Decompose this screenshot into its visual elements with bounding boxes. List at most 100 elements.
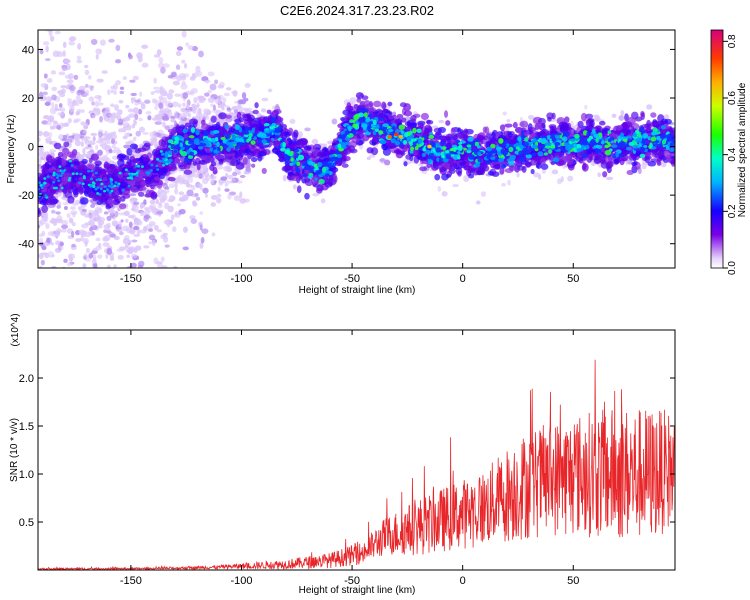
spectrogram-noise-blob <box>133 233 141 238</box>
spectrogram-noise-blob <box>160 67 166 74</box>
spectrogram-noise-blob <box>186 104 190 110</box>
spectrogram-noise-blob <box>87 273 92 279</box>
spectrogram-noise-blob <box>51 254 55 258</box>
spectrogram-noise-blob <box>128 54 133 60</box>
spectrogram-noise-blob <box>79 155 83 162</box>
spectrogram-noise-blob <box>63 258 68 264</box>
spectrogram-noise-blob <box>117 122 124 126</box>
spectrogram-noise-blob <box>84 89 90 97</box>
spectrogram-noise-blob <box>58 218 64 224</box>
spectrogram-noise-blob <box>38 305 42 309</box>
spectrogram-noise-blob <box>111 144 117 149</box>
spectrogram-noise-blob <box>58 71 66 76</box>
spectrogram-band-blob <box>316 187 323 194</box>
spectrogram-noise-blob <box>104 108 111 115</box>
spectrogram-noise-blob <box>142 226 148 232</box>
spectrogram-noise-blob <box>170 118 175 123</box>
spectrogram-noise-blob <box>126 114 132 120</box>
spectrogram-noise-blob <box>219 81 225 88</box>
spectrogram-noise-blob <box>122 135 128 140</box>
spectrogram-noise-blob <box>187 45 194 51</box>
spectrogram-noise-blob <box>56 124 62 130</box>
spectrogram-band-blob <box>434 173 441 181</box>
spectrogram-noise-blob <box>139 126 146 133</box>
spectrogram-noise-blob <box>95 144 99 150</box>
spectrogram-noise-blob <box>226 107 232 112</box>
spectrogram-noise-blob <box>182 102 186 107</box>
spectrogram-noise-blob <box>47 132 53 139</box>
spectrogram-noise-blob <box>212 104 216 111</box>
spectrogram-noise-blob <box>405 116 411 121</box>
spectrogram-noise-blob <box>118 220 123 228</box>
spectrogram-noise-blob <box>131 123 136 129</box>
spectrogram-noise-blob <box>67 312 74 318</box>
spectrogram-noise-blob <box>180 112 186 119</box>
spectrogram-noise-blob <box>60 85 67 89</box>
spectrogram-noise-blob <box>128 193 137 197</box>
spectrogram-noise-blob <box>181 298 187 304</box>
spectrogram-noise-blob <box>106 264 112 268</box>
spectrogram-noise-blob <box>44 58 51 62</box>
spectrogram-band-blob <box>250 157 258 163</box>
spectrogram-noise-blob <box>84 253 88 257</box>
spectrogram-noise-blob <box>61 227 67 233</box>
spectrogram-noise-blob <box>121 126 127 133</box>
spectrogram-noise-blob <box>560 176 564 183</box>
spectrogram-noise-blob <box>64 122 70 126</box>
spectrogram-noise-blob <box>69 36 77 42</box>
spectrogram-noise-blob <box>61 138 68 142</box>
spectrogram-noise-blob <box>39 218 47 225</box>
spectrogram-noise-blob <box>82 282 88 286</box>
spectrogram-noise-blob <box>156 49 162 56</box>
spectrogram-noise-blob <box>168 182 176 189</box>
spectrogram-noise-blob <box>88 141 96 146</box>
spectrogram-noise-blob <box>118 246 126 251</box>
spectrogram-noise-blob <box>38 91 44 99</box>
spectrogram-noise-blob <box>180 83 188 90</box>
spectrogram-noise-blob <box>68 282 73 288</box>
spectrogram-noise-blob <box>84 136 88 144</box>
spectrogram-noise-blob <box>73 99 77 105</box>
spectrogram-noise-blob <box>174 187 179 195</box>
spectrogram-noise-blob <box>557 178 562 185</box>
spectrogram-noise-blob <box>304 127 311 132</box>
spectrogram-noise-blob <box>236 104 242 110</box>
spectrogram-noise-blob <box>76 310 82 314</box>
spectrogram-noise-blob <box>119 287 123 293</box>
spectrogram-noise-blob <box>106 248 113 255</box>
spectrogram-noise-blob <box>74 282 81 288</box>
spectrogram-noise-blob <box>130 262 137 268</box>
spectrogram-noise-blob <box>84 64 89 69</box>
spectrogram-noise-blob <box>227 174 234 180</box>
spectrogram-noise-blob <box>182 226 188 233</box>
spectrogram-noise-blob <box>132 287 138 290</box>
spectrogram-noise-blob <box>164 100 172 108</box>
spectrogram-noise-blob <box>109 274 116 278</box>
spectrogram-band-blob <box>137 191 145 197</box>
spectrogram-noise-blob <box>142 131 149 135</box>
spectrogram-noise-blob <box>244 108 250 114</box>
spectrogram-noise-blob <box>85 247 91 254</box>
spectrogram-noise-blob <box>129 79 136 83</box>
spectrogram-noise-blob <box>96 102 104 106</box>
spectrogram-noise-blob <box>147 115 152 121</box>
spectrogram-noise-blob <box>597 172 602 178</box>
spectrogram-noise-blob <box>97 131 103 138</box>
spectrogram-noise-blob <box>40 16 44 22</box>
spectrogram-noise-blob <box>193 173 199 178</box>
spectrogram-noise-blob <box>214 98 222 104</box>
spectrogram-noise-blob <box>104 270 109 276</box>
spectrogram-noise-blob <box>637 167 642 175</box>
spectrogram-noise-blob <box>99 39 106 46</box>
spectrogram-noise-blob <box>76 290 81 293</box>
spectrogram-noise-blob <box>157 192 162 198</box>
spectrogram-noise-blob <box>49 280 55 283</box>
spectrogram-noise-blob <box>134 245 142 251</box>
spectrogram-noise-blob <box>131 239 138 243</box>
spectrogram-noise-blob <box>223 92 230 97</box>
spectrogram-noise-blob <box>91 101 96 106</box>
spectrogram-noise-blob <box>139 91 143 97</box>
spectrogram-noise-blob <box>102 236 109 242</box>
spectrogram-noise-blob <box>96 78 104 83</box>
spectrogram-noise-blob <box>44 315 49 320</box>
